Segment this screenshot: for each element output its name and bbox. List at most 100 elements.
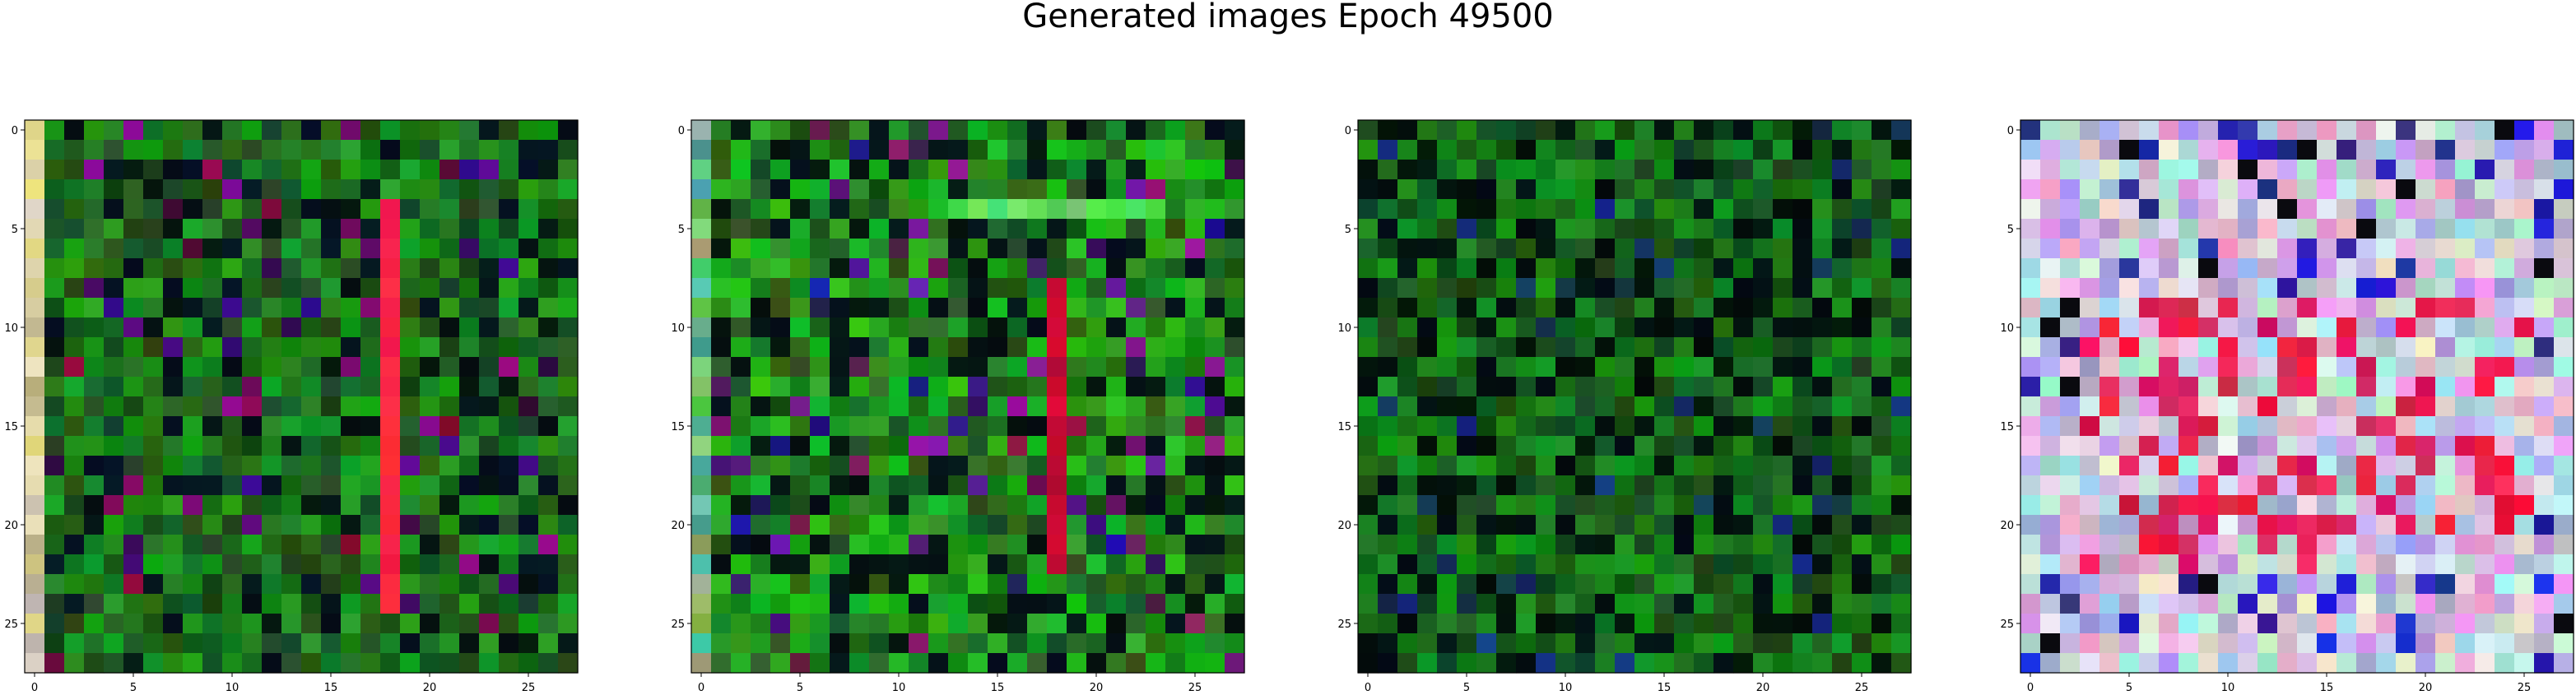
pixel bbox=[2080, 258, 2100, 279]
pixel bbox=[242, 278, 263, 299]
y-tick-label: 25 bbox=[2000, 619, 2014, 631]
pixel bbox=[2119, 633, 2140, 654]
pixel bbox=[790, 456, 811, 476]
pixel bbox=[2297, 456, 2318, 476]
pixel bbox=[2435, 219, 2456, 239]
pixel bbox=[988, 633, 1008, 654]
pixel bbox=[790, 140, 811, 160]
pixel bbox=[499, 475, 519, 496]
pixel bbox=[2376, 614, 2397, 634]
pixel bbox=[1555, 298, 1576, 318]
pixel bbox=[2416, 199, 2436, 220]
pixel bbox=[2218, 574, 2239, 595]
pixel bbox=[2495, 396, 2515, 417]
pixel bbox=[849, 278, 870, 299]
pixel bbox=[968, 436, 988, 456]
pixel bbox=[242, 258, 263, 279]
pixel bbox=[84, 436, 105, 456]
pixel-grid bbox=[691, 120, 1245, 674]
pixel bbox=[1516, 475, 1537, 496]
pixel bbox=[123, 495, 144, 516]
pixel bbox=[1733, 120, 1754, 141]
pixel bbox=[459, 416, 480, 437]
pixel bbox=[2020, 436, 2041, 456]
pixel bbox=[1457, 357, 1477, 378]
pixel bbox=[889, 239, 909, 259]
pixel bbox=[479, 396, 500, 417]
pixel bbox=[499, 120, 519, 141]
pixel bbox=[2060, 120, 2081, 141]
pixel bbox=[1047, 653, 1067, 674]
pixel bbox=[1086, 199, 1107, 220]
pixel bbox=[1753, 120, 1774, 141]
pixel bbox=[2139, 594, 2160, 614]
pixel bbox=[1397, 475, 1418, 496]
pixel bbox=[731, 456, 751, 476]
pixel bbox=[2198, 199, 2219, 220]
pixel bbox=[1397, 120, 1418, 141]
pixel bbox=[183, 633, 203, 654]
pixel bbox=[1753, 160, 1774, 180]
pixel bbox=[222, 495, 243, 516]
pixel bbox=[1027, 199, 1048, 220]
pixel bbox=[948, 456, 969, 476]
pixel bbox=[1516, 239, 1537, 259]
pixel bbox=[2337, 179, 2357, 200]
pixel bbox=[1476, 179, 1497, 200]
pixel bbox=[44, 278, 65, 299]
pixel bbox=[479, 535, 500, 555]
pixel bbox=[1185, 199, 1206, 220]
pixel bbox=[1694, 357, 1714, 378]
pixel bbox=[1654, 436, 1675, 456]
pixel bbox=[2139, 396, 2160, 417]
pixel bbox=[479, 614, 500, 634]
pixel bbox=[2475, 653, 2495, 674]
pixel bbox=[1067, 160, 1087, 180]
pixel bbox=[2159, 535, 2179, 555]
pixel bbox=[479, 337, 500, 358]
pixel bbox=[889, 278, 909, 299]
pixel bbox=[1185, 317, 1206, 338]
pixel bbox=[558, 317, 579, 338]
pixel bbox=[2178, 554, 2199, 575]
pixel bbox=[2376, 653, 2397, 674]
pixel bbox=[869, 120, 890, 141]
pixel bbox=[281, 436, 302, 456]
pixel bbox=[2317, 653, 2337, 674]
pixel bbox=[790, 436, 811, 456]
pixel bbox=[104, 396, 124, 417]
pixel bbox=[1773, 179, 1793, 200]
pixel bbox=[948, 298, 969, 318]
pixel bbox=[810, 396, 830, 417]
pixel bbox=[2435, 357, 2456, 378]
pixel bbox=[2534, 160, 2555, 180]
pixel bbox=[2060, 436, 2081, 456]
pixel bbox=[2020, 633, 2041, 654]
pixel bbox=[25, 258, 45, 279]
pixel bbox=[1126, 140, 1146, 160]
pixel bbox=[301, 416, 322, 437]
pixel bbox=[2238, 614, 2258, 634]
pixel bbox=[1634, 317, 1655, 338]
pixel bbox=[1773, 337, 1793, 358]
pixel bbox=[2040, 258, 2061, 279]
pixel bbox=[1773, 614, 1793, 634]
pixel bbox=[202, 614, 223, 634]
pixel bbox=[1205, 298, 1225, 318]
pixel bbox=[1047, 278, 1067, 299]
pixel bbox=[2317, 614, 2337, 634]
pixel bbox=[1358, 554, 1379, 575]
pixel bbox=[2178, 416, 2199, 437]
pixel bbox=[1595, 515, 1616, 535]
pixel bbox=[1713, 614, 1734, 634]
pixel bbox=[2159, 317, 2179, 338]
pixel bbox=[538, 160, 559, 180]
pixel bbox=[341, 239, 361, 259]
pixel bbox=[2020, 614, 2041, 634]
pixel bbox=[1753, 574, 1774, 595]
pixel bbox=[1595, 337, 1616, 358]
pixel bbox=[2495, 239, 2515, 259]
pixel bbox=[518, 199, 539, 220]
pixel bbox=[222, 337, 243, 358]
